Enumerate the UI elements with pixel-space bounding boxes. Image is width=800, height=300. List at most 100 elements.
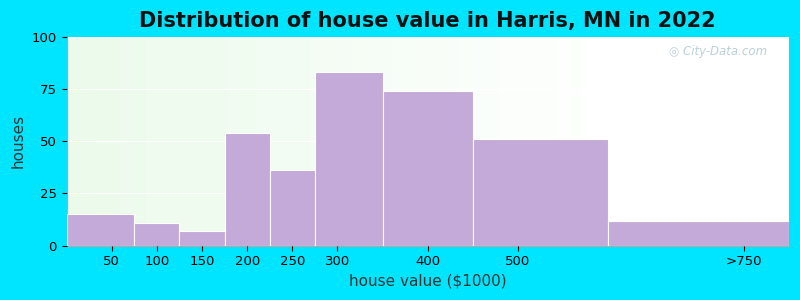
Bar [247, 37, 250, 246]
Bar [430, 37, 433, 246]
Bar [283, 37, 286, 246]
Bar [86, 37, 88, 246]
Bar [681, 37, 683, 246]
Bar [630, 37, 633, 246]
Bar [100, 37, 102, 246]
Bar [700, 37, 702, 246]
Bar [674, 37, 676, 246]
Bar [226, 37, 228, 246]
Bar [214, 37, 216, 246]
Bar [546, 37, 548, 246]
Bar [469, 37, 471, 246]
Bar [314, 37, 317, 246]
Bar [560, 37, 562, 246]
Bar [194, 37, 197, 246]
Bar [117, 37, 120, 246]
Text: ◎ City-Data.com: ◎ City-Data.com [669, 45, 767, 58]
Bar [717, 37, 719, 246]
Bar [784, 37, 786, 246]
Bar [678, 37, 681, 246]
Bar [336, 37, 338, 246]
Bar [495, 37, 498, 246]
Bar [83, 37, 86, 246]
Bar [738, 37, 741, 246]
Bar [555, 37, 558, 246]
Bar [187, 37, 190, 246]
Bar [423, 37, 426, 246]
Bar [548, 37, 550, 246]
Bar [589, 37, 591, 246]
Bar [606, 37, 608, 246]
Bar [654, 37, 657, 246]
Bar [662, 37, 664, 246]
Bar [250, 37, 252, 246]
Bar [230, 37, 233, 246]
Bar [206, 37, 209, 246]
Bar [235, 37, 238, 246]
Bar [266, 37, 269, 246]
Bar [534, 37, 536, 246]
Bar [245, 37, 247, 246]
Bar [481, 37, 483, 246]
Bar [558, 37, 560, 246]
Bar [445, 37, 447, 246]
Bar [225, 133, 270, 246]
Bar [312, 37, 314, 246]
Bar [610, 37, 613, 246]
Bar [151, 37, 154, 246]
Bar [264, 37, 266, 246]
Bar [712, 37, 714, 246]
Bar [192, 37, 194, 246]
Bar [216, 37, 218, 246]
Bar [671, 37, 674, 246]
Bar [652, 37, 654, 246]
Bar [274, 37, 276, 246]
Bar [572, 37, 574, 246]
Bar [125, 37, 127, 246]
Bar [647, 37, 650, 246]
Bar [338, 37, 341, 246]
Bar [146, 37, 149, 246]
Bar [252, 37, 254, 246]
Bar [690, 37, 693, 246]
Bar [259, 37, 262, 246]
Bar [353, 37, 355, 246]
Bar [550, 37, 553, 246]
Bar [505, 37, 507, 246]
Bar [107, 37, 110, 246]
Bar [387, 37, 390, 246]
Bar [772, 37, 774, 246]
Bar [190, 37, 192, 246]
Bar [367, 37, 370, 246]
Y-axis label: houses: houses [11, 114, 26, 168]
Bar [438, 37, 440, 246]
Bar [736, 37, 738, 246]
Bar [642, 37, 645, 246]
Bar [378, 37, 380, 246]
Bar [746, 37, 748, 246]
Bar [262, 37, 264, 246]
Bar [173, 37, 175, 246]
Bar [404, 37, 406, 246]
Bar [399, 37, 402, 246]
Bar [531, 37, 534, 246]
Bar [457, 37, 459, 246]
Bar [753, 37, 755, 246]
Bar [582, 37, 584, 246]
Bar [522, 37, 524, 246]
Bar [362, 37, 365, 246]
Bar [302, 37, 305, 246]
Bar [293, 37, 295, 246]
Bar [66, 214, 134, 246]
Bar [348, 37, 350, 246]
Bar [310, 37, 312, 246]
Bar [767, 37, 770, 246]
Bar [402, 37, 404, 246]
Bar [459, 37, 462, 246]
Bar [102, 37, 105, 246]
Bar [722, 37, 724, 246]
Bar [416, 37, 418, 246]
Bar [541, 37, 543, 246]
Bar [418, 37, 421, 246]
Bar [374, 37, 378, 246]
